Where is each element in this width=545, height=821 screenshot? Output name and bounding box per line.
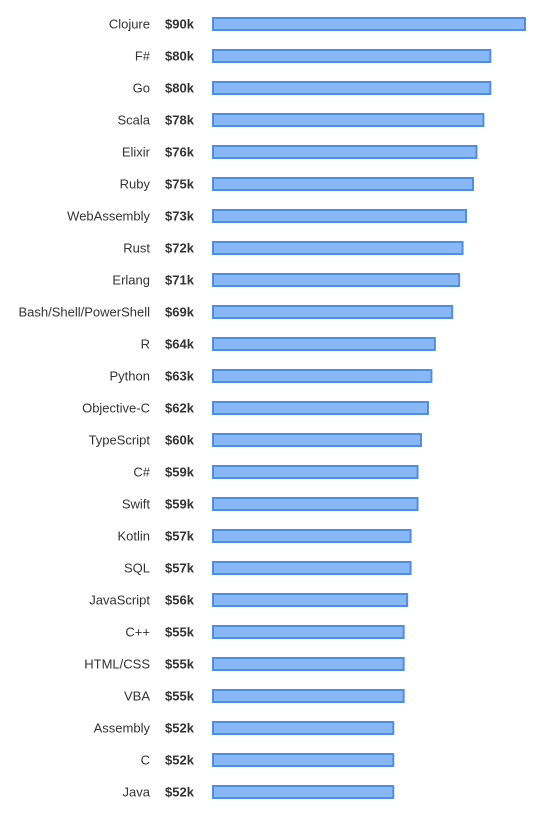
category-label: Swift: [122, 497, 151, 512]
value-label: $55k: [165, 689, 195, 704]
bar: [212, 465, 419, 479]
category-label: TypeScript: [89, 433, 151, 448]
category-label: Objective-C: [82, 401, 150, 416]
category-label: HTML/CSS: [84, 657, 150, 672]
bar: [212, 625, 405, 639]
bar: [212, 689, 405, 703]
value-label: $52k: [165, 753, 195, 768]
value-label: $52k: [165, 785, 195, 800]
category-label: VBA: [124, 689, 150, 704]
value-label: $52k: [165, 721, 195, 736]
category-label: C++: [125, 625, 150, 640]
value-label: $73k: [165, 209, 195, 224]
bar: [212, 721, 395, 735]
bar: [212, 49, 492, 63]
category-label: Clojure: [109, 17, 150, 32]
category-label: Python: [110, 369, 150, 384]
category-label: WebAssembly: [67, 209, 150, 224]
bar: [212, 305, 454, 319]
value-label: $64k: [165, 337, 195, 352]
category-label: SQL: [124, 561, 150, 576]
value-label: $71k: [165, 273, 195, 288]
category-label: Go: [133, 81, 150, 96]
bar: [212, 81, 492, 95]
bar: [212, 785, 395, 799]
bar: [212, 401, 429, 415]
bar: [212, 657, 405, 671]
category-label: C: [141, 753, 150, 768]
bar: [212, 337, 436, 351]
bar: [212, 241, 464, 255]
value-label: $62k: [165, 401, 195, 416]
value-label: $57k: [165, 529, 195, 544]
category-label: Java: [123, 785, 151, 800]
value-label: $78k: [165, 113, 195, 128]
category-label: Scala: [117, 113, 150, 128]
category-label: Bash/Shell/PowerShell: [18, 305, 150, 320]
bar: [212, 273, 461, 287]
value-label: $55k: [165, 625, 195, 640]
bar: [212, 113, 485, 127]
bar: [212, 433, 422, 447]
category-label: Erlang: [112, 273, 150, 288]
bar: [212, 593, 409, 607]
value-label: $72k: [165, 241, 195, 256]
category-label: Kotlin: [117, 529, 150, 544]
value-label: $69k: [165, 305, 195, 320]
value-label: $80k: [165, 49, 195, 64]
category-label: Ruby: [120, 177, 151, 192]
value-label: $56k: [165, 593, 195, 608]
category-label: C#: [133, 465, 150, 480]
value-label: $60k: [165, 433, 195, 448]
bar: [212, 209, 468, 223]
category-label: Rust: [123, 241, 150, 256]
category-label: F#: [135, 49, 151, 64]
bar: [212, 177, 474, 191]
bar: [212, 529, 412, 543]
value-label: $55k: [165, 657, 195, 672]
value-label: $90k: [165, 17, 195, 32]
value-label: $80k: [165, 81, 195, 96]
category-label: Elixir: [122, 145, 151, 160]
chart-rows: Clojure $90k F# $80k Go $80k Scala $78k Elixir $7…: [18, 17, 526, 800]
value-label: $76k: [165, 145, 195, 160]
value-label: $59k: [165, 465, 195, 480]
bar: [212, 497, 419, 511]
value-label: $63k: [165, 369, 195, 384]
bar: [212, 145, 478, 159]
bar: [212, 17, 526, 31]
bar: [212, 561, 412, 575]
bar: [212, 369, 433, 383]
value-label: $75k: [165, 177, 195, 192]
value-label: $59k: [165, 497, 195, 512]
category-label: JavaScript: [89, 593, 150, 608]
value-label: $57k: [165, 561, 195, 576]
bar: [212, 753, 395, 767]
category-label: R: [141, 337, 150, 352]
category-label: Assembly: [94, 721, 151, 736]
